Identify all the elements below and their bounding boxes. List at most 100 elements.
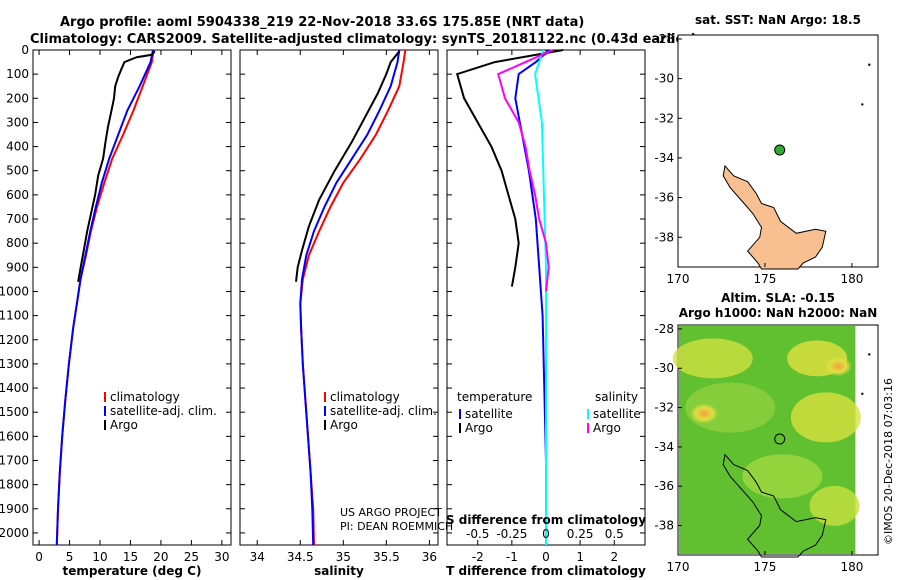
map-y-tick-label: -30 <box>654 72 674 86</box>
legend-label: satellite <box>465 407 513 421</box>
y-tick-label: 300 <box>6 115 29 129</box>
x2-tick-label: 0.5 <box>605 527 624 541</box>
y-tick-label: 200 <box>6 91 29 105</box>
y-tick-label: 0 <box>21 43 29 57</box>
series-line-temperature-satellite <box>514 49 551 545</box>
series-line-temperature-argo <box>455 49 564 287</box>
y-tick-label: 1000 <box>0 284 29 298</box>
x-tick-label: 0 <box>542 550 550 564</box>
x2-tick-label: 0 <box>542 527 550 541</box>
y-tick-label: 800 <box>6 236 29 250</box>
map-y-tick-label: -34 <box>654 440 674 454</box>
legend-label: satellite <box>593 407 641 421</box>
map-subtitle: Argo h1000: NaN h2000: NaN <box>679 306 878 320</box>
sla-anomaly-patch <box>672 338 753 379</box>
x-tick-label: 35 <box>336 550 351 564</box>
x-tick-label: 15 <box>123 550 138 564</box>
sst-map-panel: sat. SST: NaN Argo: 18.5 170 175 180 -28 -30 -… <box>654 13 879 286</box>
y-tick-label: 600 <box>6 188 29 202</box>
x2-tick-label: -0.25 <box>496 527 527 541</box>
x2-tick-label: 0.25 <box>567 527 594 541</box>
x-tick-label: 20 <box>153 550 168 564</box>
legend-label: Argo <box>593 421 621 435</box>
series-line-salinity-satellite <box>534 49 547 545</box>
legend-title-temperature: temperature <box>457 390 532 404</box>
y-tick-label: 1500 <box>0 405 29 419</box>
x-tick-label: 5 <box>66 550 74 564</box>
x-tick-label: 34 <box>250 550 265 564</box>
x-tick-label: 0 <box>35 550 43 564</box>
y-tick-label: 700 <box>6 212 29 226</box>
map-y-tick-label: -32 <box>654 401 674 415</box>
legend-label: climatology <box>330 390 400 404</box>
y-tick-label: 900 <box>6 260 29 274</box>
map-x-tick-label: 180 <box>840 272 863 286</box>
x-tick-label: 1 <box>576 550 584 564</box>
map-x-tick-label: 175 <box>754 272 777 286</box>
credit-line1: US ARGO PROJECT <box>340 506 442 519</box>
series-line-argo <box>77 50 156 282</box>
sla-anomaly-patch <box>809 485 860 526</box>
legend-label: Argo <box>330 418 358 432</box>
map-x-tick-label: 170 <box>667 560 690 574</box>
north-island-coastline <box>722 453 827 558</box>
x-axis-label: T difference from climatology <box>446 564 646 578</box>
map-y-tick-label: -36 <box>654 479 674 493</box>
sla-anomaly-patch <box>742 454 823 499</box>
legend-title-salinity: salinity <box>595 390 638 404</box>
x-axis-label: salinity <box>314 564 364 578</box>
x2-axis-label: S difference from climatology <box>446 513 646 527</box>
x2-tick-label: -0.5 <box>466 527 489 541</box>
y-tick-label: 100 <box>6 67 29 81</box>
map-title: sat. SST: NaN Argo: 18.5 <box>695 13 861 27</box>
series-line-argo <box>295 50 401 282</box>
map-y-tick-label: -32 <box>654 111 674 125</box>
map-x-tick-label: 170 <box>667 272 690 286</box>
y-tick-label: 1700 <box>0 453 29 467</box>
y-tick-label: 1100 <box>0 309 29 323</box>
salinity-panel: 34 34.5 35 35.5 36 salinity climatologysatelli… <box>239 49 439 578</box>
y-tick-label: 500 <box>6 164 29 178</box>
argo-float-marker <box>774 144 786 156</box>
map-y-tick-label: -30 <box>654 361 674 375</box>
x-tick-label: 25 <box>184 550 199 564</box>
difference-panel: -2 -1 0 1 2T difference from climatology S di… <box>446 49 646 578</box>
credit-line2: PI: DEAN ROEMMICH <box>340 520 453 533</box>
figure-title-line1: Argo profile: aoml 5904338_219 22-Nov-20… <box>60 15 584 30</box>
legend-label: satellite-adj. clim. <box>110 404 217 418</box>
sla-high-patch <box>824 356 852 377</box>
x-tick-label: -1 <box>506 550 518 564</box>
legend-label: satellite-adj. clim. <box>330 404 437 418</box>
kermadec-island <box>861 392 864 396</box>
imos-watermark: ©IMOS 20-Dec-2018 07:03:16 <box>882 378 895 545</box>
y-tick-label: 1300 <box>0 357 29 371</box>
series-line-salinity-argo <box>497 49 554 292</box>
map-y-tick-label: -36 <box>654 191 674 205</box>
x-axis-label: temperature (deg C) <box>63 564 202 578</box>
north-island-coastline <box>722 164 827 270</box>
figure-title-line2: Climatology: CARS2009. Satellite-adjuste… <box>30 32 697 47</box>
legend-label: Argo <box>465 421 493 435</box>
sla-anomaly-patch <box>790 392 861 443</box>
x-tick-label: 10 <box>92 550 107 564</box>
kermadec-island <box>861 103 864 106</box>
y-tick-label: 400 <box>6 140 29 154</box>
map-x-tick-label: 180 <box>840 560 863 574</box>
map-x-tick-label: 175 <box>754 560 777 574</box>
kermadec-island <box>868 63 871 66</box>
y-tick-label: 2000 <box>0 526 29 540</box>
y-tick-label: 1800 <box>0 478 29 492</box>
plot-frame <box>239 49 439 546</box>
legend-label: Argo <box>110 418 138 432</box>
y-tick-label: 1400 <box>0 381 29 395</box>
y-tick-label: 1200 <box>0 333 29 347</box>
x-tick-label: 34.5 <box>287 550 314 564</box>
x-tick-label: -2 <box>472 550 484 564</box>
argo-float-marker <box>774 433 786 445</box>
x-tick-label: 36 <box>422 550 437 564</box>
map-y-tick-label: -28 <box>654 32 674 46</box>
map-y-tick-label: -34 <box>654 151 674 165</box>
plot-frame <box>32 49 232 546</box>
